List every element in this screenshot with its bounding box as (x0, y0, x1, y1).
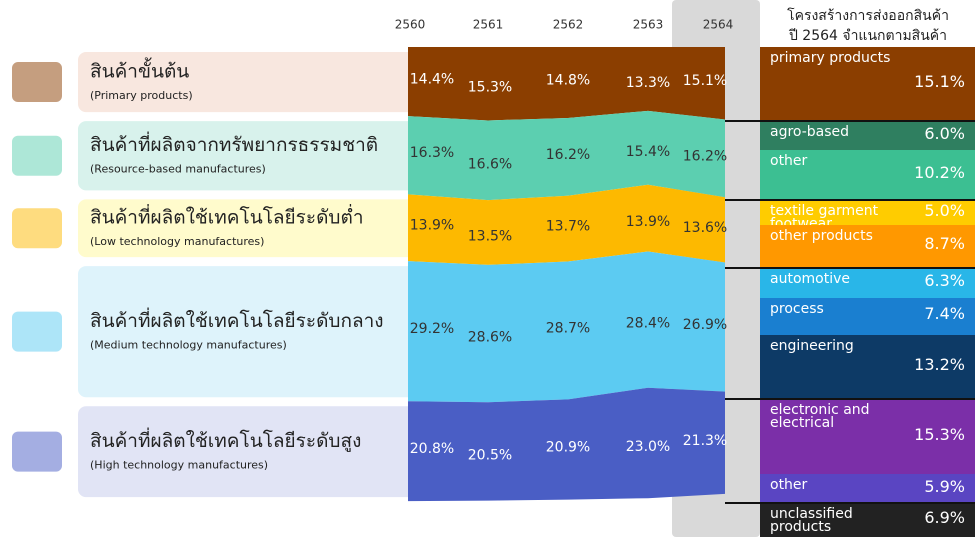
breakdown-item: engineering 13.2% (760, 334, 975, 400)
value-label: 15.4% (626, 144, 670, 160)
breakdown-name: other products (770, 227, 873, 244)
group-separator (725, 199, 975, 202)
breakdown-title: ปี 2564 จำแนกตามสินค้า (788, 28, 947, 44)
breakdown-value: 15.3% (914, 424, 965, 444)
category-panel (78, 266, 418, 398)
value-label: 15.3% (468, 80, 512, 96)
group-separator (725, 119, 975, 122)
breakdown-value: 13.2% (914, 354, 965, 374)
area (408, 184, 725, 265)
value-label: 20.9% (546, 439, 590, 455)
category-subtitle: (Primary products) (90, 89, 193, 102)
year-label: 2561 (473, 18, 504, 32)
value-label: 15.1% (683, 73, 727, 89)
category-panel (78, 121, 418, 191)
value-label: 23.0% (626, 439, 670, 455)
category-icon (12, 62, 62, 103)
value-label: 20.8% (410, 441, 454, 457)
value-label: 28.7% (546, 320, 590, 336)
year-label: 2564 (703, 18, 734, 32)
breakdown-item: primary products 15.1% (760, 47, 975, 121)
breakdown-item: unclassified products 6.9% (760, 503, 975, 537)
category-name: สินค้าที่ผลิตใช้เทคโนโลยีระดับสูง (90, 427, 361, 452)
area (408, 251, 725, 403)
breakdown-value: 6.9% (924, 508, 965, 528)
area (408, 47, 725, 121)
breakdown-value: 5.0% (924, 200, 965, 220)
breakdown-name: other (770, 477, 808, 494)
value-label: 16.6% (468, 156, 512, 172)
year-label: 2563 (633, 18, 664, 32)
breakdown-name: process (770, 301, 824, 318)
value-label: 14.4% (410, 72, 454, 88)
breakdown-item: other 5.9% (760, 474, 975, 504)
category-icon (12, 135, 62, 176)
breakdown-value: 5.9% (924, 476, 965, 496)
area (408, 110, 725, 201)
breakdown-name: engineering (770, 337, 854, 354)
value-label: 20.5% (468, 447, 512, 463)
value-label: 13.7% (546, 219, 590, 235)
breakdown-value: 6.3% (924, 270, 965, 290)
breakdown-item: other products 8.7% (760, 224, 975, 268)
breakdown-item: process 7.4% (760, 298, 975, 335)
value-label: 13.6% (683, 220, 727, 236)
breakdown-name: electronic and electrical (770, 402, 870, 432)
breakdown-item: agro-based 6.0% (760, 120, 975, 151)
breakdown-name: automotive (770, 270, 850, 287)
category-icon (12, 208, 62, 249)
value-label: 28.4% (626, 316, 670, 332)
category-name: สินค้าที่ผลิตใช้เทคโนโลยีระดับต่ำ (90, 204, 364, 229)
category-name: สินค้าขั้นต้น (90, 58, 189, 83)
breakdown-title: โครงสร้างการส่งออกสินค้า (787, 7, 949, 24)
category-icon (12, 431, 62, 472)
category-icon (12, 311, 62, 352)
group-separator (725, 502, 975, 505)
value-label: 13.5% (468, 229, 512, 245)
value-label: 28.6% (468, 330, 512, 346)
breakdown-name: primary products (770, 50, 891, 66)
breakdown-name: other (770, 153, 808, 170)
value-label: 13.9% (626, 214, 670, 230)
category-panel (78, 199, 418, 258)
category-subtitle: (Resource-based manufactures) (90, 163, 266, 176)
breakdown-item: textile garment footwear5.0% (760, 200, 975, 231)
category-panel (78, 406, 418, 498)
value-label: 16.3% (410, 145, 454, 161)
category-subtitle: (Low technology manufactures) (90, 235, 264, 248)
breakdown-item: electronic and electrical 15.3% (760, 399, 975, 475)
value-label: 14.8% (546, 73, 590, 89)
value-label: 16.2% (546, 147, 590, 163)
breakdown-value: 7.4% (924, 304, 965, 324)
breakdown-item: automotive 6.3% (760, 267, 975, 299)
category-name: สินค้าที่ผลิตใช้เทคโนโลยีระดับกลาง (90, 307, 384, 332)
breakdown-value: 6.0% (924, 123, 965, 143)
breakdown-value: 15.1% (914, 71, 965, 91)
breakdown-item: other 10.2% (760, 150, 975, 201)
value-label: 13.3% (626, 75, 670, 91)
breakdown-value: 8.7% (924, 234, 965, 254)
value-label: 16.2% (683, 148, 727, 164)
breakdown-value: 10.2% (914, 163, 965, 183)
group-separator (725, 266, 975, 269)
category-subtitle: (High technology manufactures) (90, 459, 268, 472)
category-subtitle: (Medium technology manufactures) (90, 339, 287, 352)
breakdown-name: agro-based (770, 123, 850, 140)
category-panel (78, 52, 418, 113)
area (408, 387, 725, 502)
year-label: 2562 (553, 18, 584, 32)
breakdown-name: unclassified products (770, 506, 853, 536)
value-label: 21.3% (683, 433, 727, 449)
category-name: สินค้าที่ผลิตจากทรัพยากรธรรมชาติ (90, 131, 378, 156)
value-label: 13.9% (410, 218, 454, 234)
group-separator (725, 398, 975, 401)
value-label: 29.2% (410, 321, 454, 337)
year-label: 2560 (395, 18, 426, 32)
value-label: 26.9% (683, 317, 727, 333)
